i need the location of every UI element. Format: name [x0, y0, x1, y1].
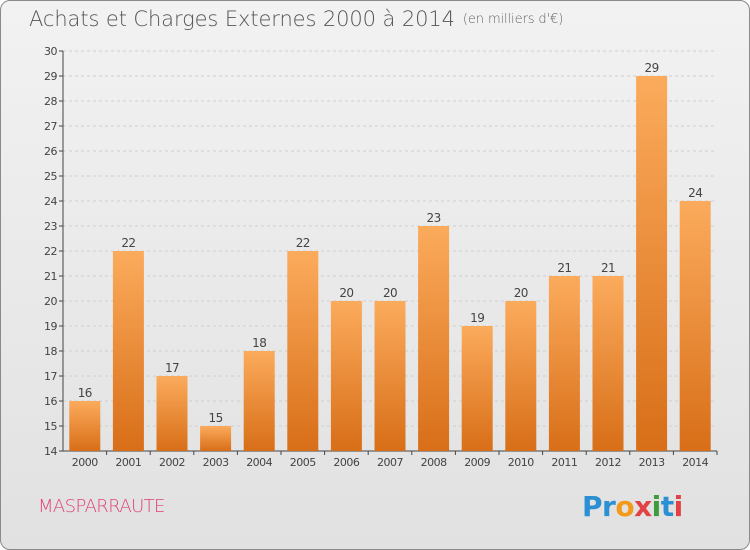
data-label: 20 [339, 286, 353, 300]
x-tick-label: 2002 [159, 456, 185, 469]
y-tick-label: 14 [44, 445, 57, 458]
chart-title: Achats et Charges Externes 2000 à 2014 (e… [29, 7, 563, 31]
x-tick-label: 2003 [203, 456, 229, 469]
y-tick-label: 21 [44, 270, 57, 283]
bar [636, 76, 668, 451]
data-label: 20 [514, 286, 528, 300]
y-tick-label: 25 [44, 170, 57, 183]
bar [679, 201, 711, 451]
x-tick-label: 2001 [115, 456, 141, 469]
x-tick-label: 2004 [246, 456, 272, 469]
bar [374, 301, 406, 451]
data-label: 18 [252, 336, 266, 350]
x-tick-label: 2014 [682, 456, 708, 469]
x-tick-label: 2010 [508, 456, 534, 469]
x-tick-label: 2006 [333, 456, 359, 469]
y-tick-label: 19 [44, 320, 57, 333]
x-tick-label: 2000 [72, 456, 98, 469]
y-axis: 14 15 16 17 18 19 20 21 22 23 24 25 26 27 28 29 30 [44, 45, 64, 458]
bar [200, 426, 232, 451]
y-tick-label: 28 [44, 95, 57, 108]
data-label: 23 [427, 211, 441, 225]
x-tick-label: 2012 [595, 456, 621, 469]
bar [418, 226, 450, 451]
y-tick-label: 23 [44, 220, 57, 233]
proxiti-logo: Proxiti [582, 487, 694, 527]
bar [505, 301, 537, 451]
chart-title-text: Achats et Charges Externes 2000 à 2014 [29, 7, 455, 31]
x-axis: 2000 2001 2002 2003 2004 2005 2006 2007 2008 2009… [63, 450, 718, 469]
y-tick-label: 22 [44, 245, 57, 258]
logo-letter: x [634, 490, 652, 523]
y-tick-label: 15 [44, 420, 57, 433]
data-label: 15 [209, 411, 223, 425]
data-label: 29 [645, 61, 659, 75]
y-tick-label: 30 [44, 45, 57, 58]
y-tick-label: 29 [44, 70, 57, 83]
data-label: 19 [470, 311, 484, 325]
x-tick-label: 2007 [377, 456, 403, 469]
data-label: 16 [78, 386, 92, 400]
bar [592, 276, 624, 451]
data-label: 22 [296, 236, 310, 250]
data-label: 17 [165, 361, 179, 375]
bar [156, 376, 188, 451]
data-labels: 16 22 17 15 18 22 20 20 23 19 20 21 21 29 24 [78, 61, 703, 425]
chart-title-unit: (en milliers d'€) [462, 12, 564, 27]
bar [330, 301, 362, 451]
logo-letter: t [660, 490, 674, 523]
y-tick-label: 24 [44, 195, 57, 208]
logo-letter: P [582, 490, 603, 523]
y-tick-label: 18 [44, 345, 57, 358]
y-tick-label: 20 [44, 295, 57, 308]
x-tick-label: 2013 [639, 456, 665, 469]
y-tick-label: 26 [44, 145, 57, 158]
bar [461, 326, 493, 451]
x-tick-label: 2009 [464, 456, 490, 469]
x-tick-label: 2011 [551, 456, 577, 469]
data-label: 21 [601, 261, 615, 275]
y-tick-label: 16 [44, 395, 57, 408]
y-tick-label: 27 [44, 120, 57, 133]
commune-name: MASPARRAUTE [38, 496, 165, 517]
data-label: 20 [383, 286, 397, 300]
y-tick-label: 17 [44, 370, 57, 383]
bar [287, 251, 319, 451]
bar [548, 276, 580, 451]
bar [112, 251, 144, 451]
data-label: 22 [121, 236, 135, 250]
x-tick-label: 2005 [290, 456, 316, 469]
logo-letter: i [673, 490, 684, 523]
logo-letter: i [651, 490, 662, 523]
logo-letter: o [615, 490, 635, 523]
logo-letter: r [602, 490, 616, 523]
x-tick-label: 2008 [421, 456, 447, 469]
bar [69, 401, 101, 451]
bar [243, 351, 275, 451]
bar-series [69, 76, 711, 451]
data-label: 21 [557, 261, 571, 275]
data-label: 24 [688, 186, 702, 200]
